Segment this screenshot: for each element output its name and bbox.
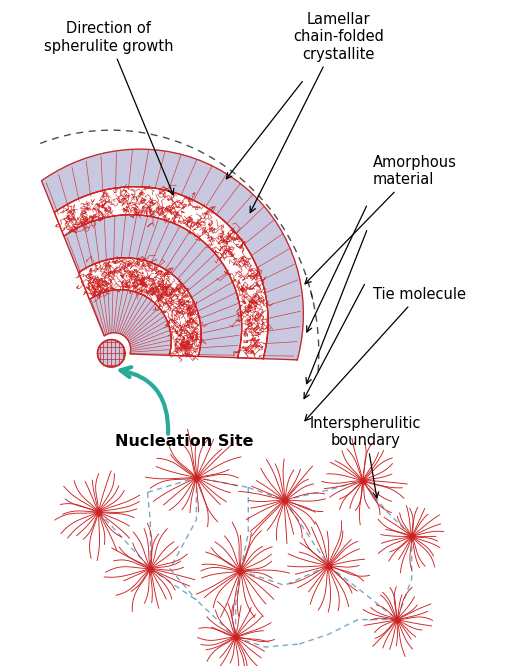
Polygon shape	[79, 258, 201, 356]
Polygon shape	[54, 187, 268, 359]
Polygon shape	[90, 289, 171, 356]
Polygon shape	[64, 215, 242, 358]
Text: Lamellar
chain-folded
crystallite: Lamellar chain-folded crystallite	[250, 12, 384, 213]
Text: Interspherulitic
boundary: Interspherulitic boundary	[310, 416, 421, 498]
Polygon shape	[79, 258, 201, 356]
Text: Amorphous
material: Amorphous material	[305, 155, 456, 283]
Text: Tie molecule: Tie molecule	[305, 287, 466, 421]
Polygon shape	[54, 187, 268, 359]
Text: Direction of
spherulite growth: Direction of spherulite growth	[43, 21, 174, 195]
Polygon shape	[97, 340, 125, 367]
Text: Nucleation Site: Nucleation Site	[115, 434, 254, 449]
Polygon shape	[41, 149, 303, 360]
